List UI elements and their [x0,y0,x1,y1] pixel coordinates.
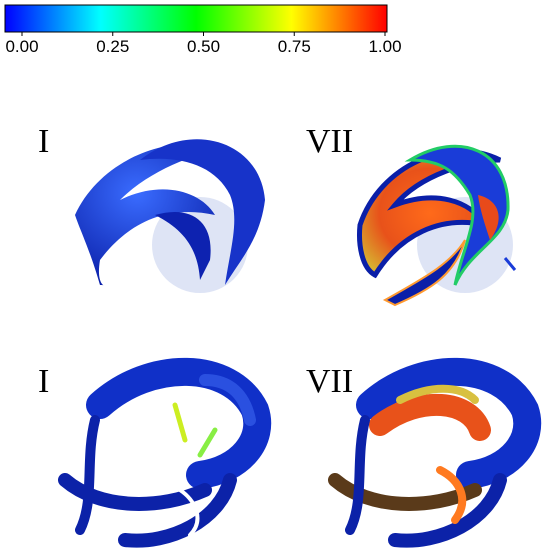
tick-label: 0.00 [5,37,38,56]
colorbar-gradient [4,4,388,33]
impeller-render [75,139,265,293]
tick-label: 0.25 [96,37,129,56]
panel-label: VII [306,363,353,400]
panel-label: I [38,123,49,160]
colorbar: 0.00 0.25 0.50 0.75 1.00 [4,4,402,56]
impeller-render [357,144,517,307]
panel-label: VII [306,123,353,160]
tick-label: 1.00 [368,37,401,56]
impeller-render [58,357,272,548]
tick-label: 0.75 [278,37,311,56]
panel-label: I [38,363,49,400]
tick-label: 0.50 [187,37,220,56]
impeller-render [328,357,542,548]
